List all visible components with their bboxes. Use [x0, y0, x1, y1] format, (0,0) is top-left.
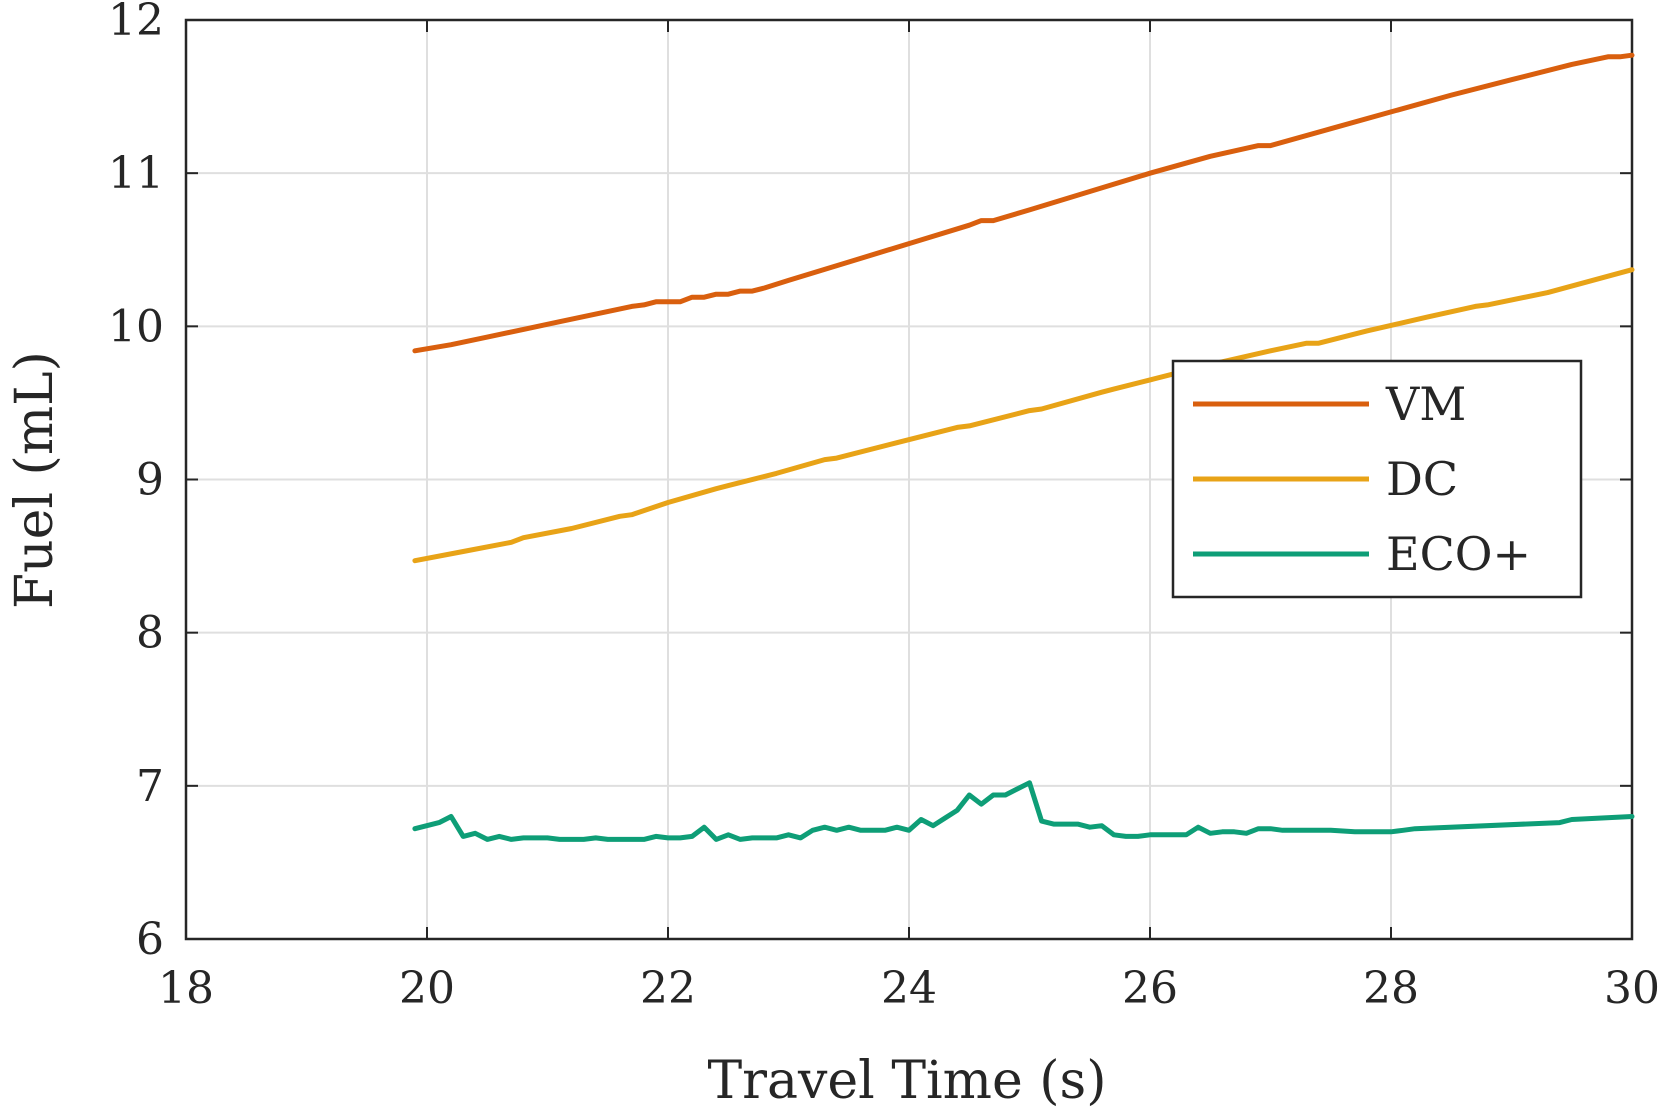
x-axis-title: Travel Time (s): [707, 1051, 1106, 1111]
y-tick-label: 8: [136, 608, 164, 659]
tick-labels: 18 20 22 24 26 28 30 6 7 8 9 10 11 12: [108, 0, 1660, 1014]
x-tick-label: 20: [399, 963, 455, 1014]
y-tick-label: 6: [136, 914, 164, 965]
axes: [184, 18, 1634, 941]
y-tick-label: 10: [108, 301, 164, 352]
series-line-eco: [412, 780, 1635, 842]
series-lines: [412, 52, 1635, 842]
x-tick-label: 26: [1122, 963, 1178, 1014]
series-line-dc: [412, 267, 1635, 564]
plot-area-frame: [184, 18, 1634, 941]
x-tick-label: 22: [640, 963, 696, 1014]
x-tick-label: 30: [1604, 963, 1660, 1014]
y-axis-title: Fuel (mL): [5, 351, 65, 609]
x-tick-label: 28: [1363, 963, 1419, 1014]
legend: VM DC ECO+: [1171, 359, 1583, 599]
x-tick-label: 18: [158, 963, 214, 1014]
y-tick-label: 11: [108, 148, 164, 199]
x-tick-label: 24: [881, 963, 937, 1014]
series-line-vm: [412, 52, 1635, 354]
y-tick-label: 7: [136, 761, 164, 812]
y-tick-label: 12: [108, 0, 164, 46]
legend-label: DC: [1386, 452, 1458, 506]
legend-label: VM: [1385, 377, 1466, 431]
legend-label: ECO+: [1386, 527, 1531, 581]
y-tick-label: 9: [136, 455, 164, 506]
